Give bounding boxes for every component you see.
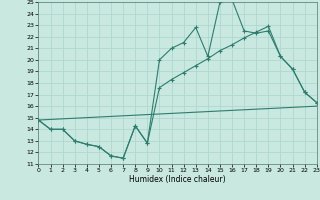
X-axis label: Humidex (Indice chaleur): Humidex (Indice chaleur): [129, 175, 226, 184]
